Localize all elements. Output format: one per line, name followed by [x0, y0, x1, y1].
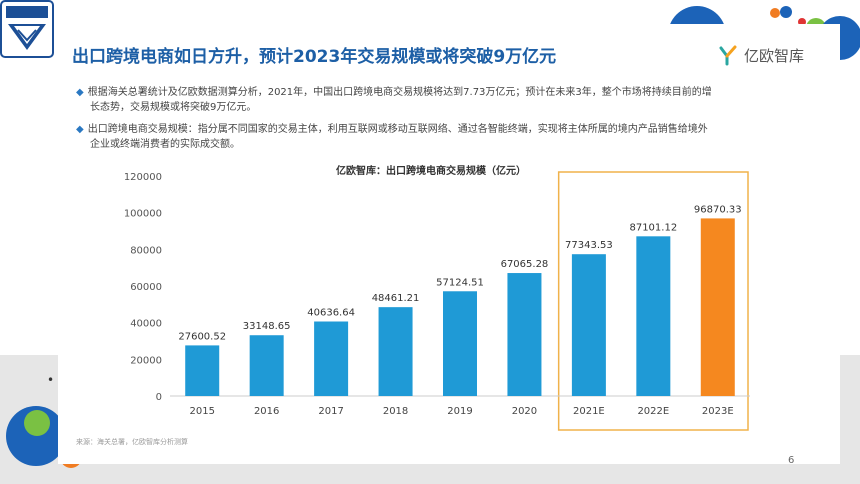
- bullet-1-line-2: 长态势，交易规模或将突破9万亿元。: [90, 102, 257, 113]
- bar-2019: [443, 291, 477, 396]
- data-label-2016: 33148.65: [243, 321, 291, 332]
- x-tick-label-2020: 2020: [512, 406, 537, 417]
- x-tick-label-2021E: 2021E: [573, 406, 605, 417]
- x-tick-label-2022E: 2022E: [637, 406, 669, 417]
- bar-2015: [185, 345, 220, 396]
- data-label-2023E: 96870.33: [694, 204, 742, 215]
- brand-name: 亿欧智库: [744, 46, 805, 65]
- deco-circle-green-bottom: [24, 410, 50, 436]
- y-tick-label: 80000: [130, 245, 162, 256]
- bar-2023E: [700, 218, 735, 396]
- bar-2021E: [571, 254, 606, 396]
- data-label-2015: 27600.52: [178, 331, 226, 342]
- y-tick-label: 100000: [124, 209, 162, 220]
- x-tick-label-2015: 2015: [189, 406, 214, 417]
- diamond-icon: ◆: [76, 124, 84, 135]
- school-logo-icon: [0, 0, 54, 58]
- forecast-highlight-box: [557, 171, 749, 431]
- bar-2016: [249, 335, 284, 396]
- brand-mark-icon: [719, 45, 737, 66]
- x-tick-label-2023E: 2023E: [702, 406, 734, 417]
- y-tick-label: 60000: [130, 282, 162, 293]
- data-label-2018: 48461.21: [372, 293, 420, 304]
- y-tick-label: 120000: [124, 172, 162, 183]
- bar-2018: [378, 307, 413, 396]
- bullet-1: ◆ 根据海关总署统计及亿欧数据测算分析，2021年，中国出口跨境电商交易规模将达到…: [76, 85, 796, 115]
- deco-circle-red: [798, 18, 806, 26]
- x-tick-label-2019: 2019: [447, 406, 472, 417]
- x-tick-label-2018: 2018: [383, 406, 408, 417]
- x-tick-label-2016: 2016: [254, 406, 279, 417]
- x-tick-label-2017: 2017: [318, 406, 343, 417]
- bullet-1-line-1: 根据海关总署统计及亿欧数据测算分析，2021年，中国出口跨境电商交易规模将达到7…: [87, 87, 712, 98]
- y-tick-label: 0: [156, 392, 162, 403]
- page-title: 出口跨境电商如日方升，预计2023年交易规模或将突破9万亿元: [72, 47, 557, 67]
- data-label-2022E: 87101.12: [629, 222, 677, 233]
- data-label-2021E: 77343.53: [565, 240, 613, 251]
- deco-circle-blue-small: [780, 6, 792, 18]
- diamond-icon: ◆: [76, 87, 84, 98]
- page-number: 6: [788, 455, 795, 466]
- brand-logo: 亿欧智库: [718, 44, 804, 66]
- bullet-2: ◆ 出口跨境电商交易规模：指分属不同国家的交易主体，利用互联网或移动互联网络、通过…: [76, 122, 796, 152]
- y-tick-label: 20000: [130, 355, 162, 366]
- bullet-2-line-2: 企业或终端消费者的实际成交额。: [90, 139, 240, 150]
- source-note: 来源：海关总署，亿欧智库分析测算: [76, 438, 188, 446]
- bar-2020: [507, 273, 542, 396]
- y-tick-label: 40000: [130, 319, 162, 330]
- data-label-2019: 57124.51: [436, 277, 484, 288]
- chart-title: 亿欧智库：出口跨境电商交易规模（亿元）: [336, 166, 526, 177]
- stray-bullet: •: [47, 373, 55, 387]
- bar-chart: 0 20000 40000 60000 80000 100000 120000 27600.5…: [124, 171, 750, 431]
- bar-2017: [314, 321, 349, 396]
- bullet-2-line-1: 出口跨境电商交易规模：指分属不同国家的交易主体，利用互联网或移动互联网络、通过各…: [87, 124, 708, 135]
- bar-2022E: [636, 236, 671, 396]
- data-label-2020: 67065.28: [501, 259, 549, 270]
- deco-circle-orange: [770, 8, 780, 18]
- data-label-2017: 40636.64: [307, 307, 355, 318]
